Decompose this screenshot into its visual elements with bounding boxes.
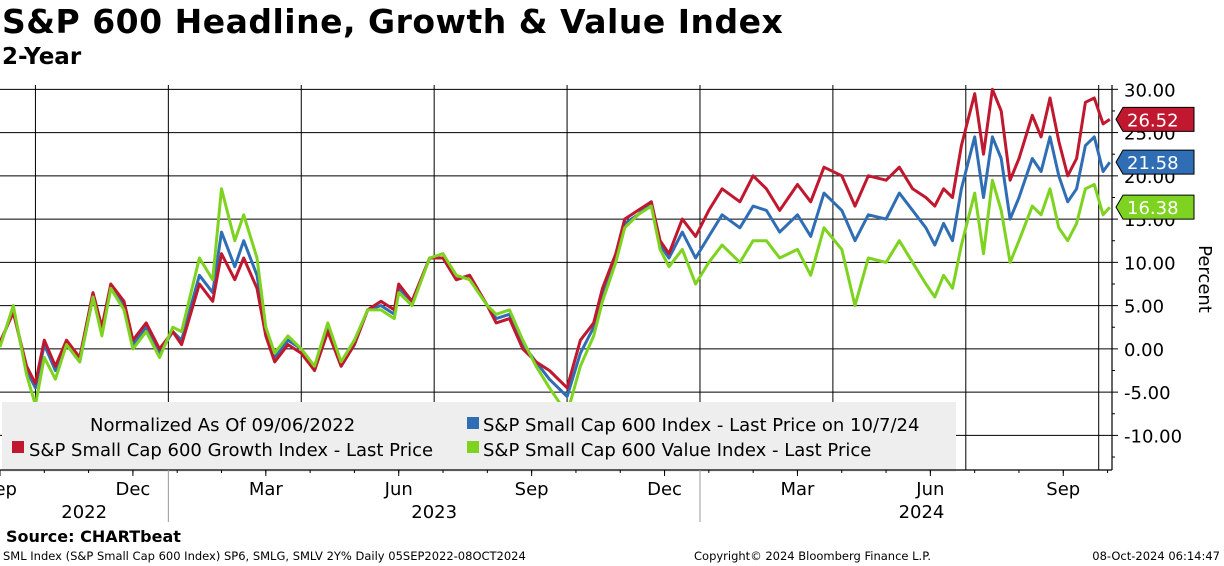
- series-line-2: [0, 178, 1111, 416]
- legend-label-value: S&P Small Cap 600 Value Index - Last Pri…: [483, 440, 871, 461]
- year-label: 2024: [899, 502, 945, 523]
- source-note: Source: CHARTbeat: [6, 527, 181, 546]
- last-value-badge-bg: [1115, 106, 1195, 132]
- x-tick-label: Dec: [647, 479, 682, 500]
- legend-swatch-growth: [12, 441, 24, 453]
- legend-header: Normalized As Of 09/06/2022: [90, 415, 355, 436]
- footer-copyright: Copyright© 2024 Bloomberg Finance L.P.: [694, 549, 931, 563]
- x-tick-label: Mar: [249, 479, 284, 500]
- x-tick-label: Sep: [1046, 479, 1080, 500]
- x-tick-label: Jun: [915, 479, 944, 500]
- y-axis-label: Percent: [1194, 245, 1215, 313]
- x-tick-label: Mar: [780, 479, 815, 500]
- last-value-badge-text: 26.52: [1127, 110, 1179, 131]
- y-tick-label: -10.00: [1124, 426, 1182, 447]
- footer-timestamp: 08-Oct-2024 06:14:47: [1092, 549, 1220, 563]
- year-label: 2023: [411, 502, 457, 523]
- legend-label-headline: S&P Small Cap 600 Index - Last Price on …: [483, 415, 919, 436]
- y-tick-label: 0.00: [1124, 340, 1164, 361]
- y-tick-label: 5.00: [1124, 297, 1164, 318]
- year-label: 2022: [61, 502, 107, 523]
- legend-box: [2, 402, 956, 472]
- series-line-1: [0, 87, 1111, 390]
- legend-swatch-headline: [467, 417, 479, 429]
- footer-index-info: SML Index (S&P Small Cap 600 Index) SP6,…: [3, 549, 526, 563]
- x-tick-label: Sep: [515, 479, 549, 500]
- y-tick-label: 10.00: [1124, 253, 1176, 274]
- last-value-badges: 21.58 26.52 16.38: [1115, 106, 1195, 220]
- last-value-badge-bg: [1115, 194, 1195, 220]
- legend-swatch-value: [467, 441, 479, 453]
- last-value-badge-bg: [1115, 149, 1195, 175]
- series-lines: [0, 87, 1112, 416]
- last-value-badge-text: 16.38: [1127, 198, 1179, 219]
- y-tick-label: -5.00: [1124, 383, 1171, 404]
- x-tick-label: Sep: [0, 479, 17, 500]
- chart-title: S&P 600 Headline, Growth & Value Index: [2, 2, 784, 41]
- x-tick-label: Dec: [115, 479, 150, 500]
- legend: Normalized As Of 09/06/2022 S&P Small Ca…: [12, 415, 919, 461]
- last-value-badge-text: 21.58: [1127, 153, 1179, 174]
- x-tick-label: Jun: [384, 479, 413, 500]
- y-tick-label: 30.00: [1124, 80, 1176, 101]
- chart-subtitle: 2-Year: [2, 44, 82, 70]
- legend-label-growth: S&P Small Cap 600 Growth Index - Last Pr…: [29, 440, 433, 461]
